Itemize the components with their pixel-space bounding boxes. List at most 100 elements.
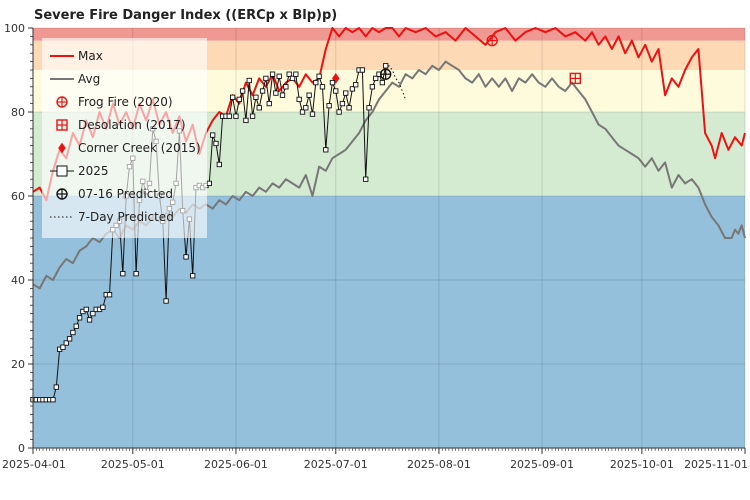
series-2025-point <box>233 113 239 119</box>
series-2025-point <box>263 75 269 82</box>
series-2025-point <box>86 317 93 323</box>
series-2025-point <box>266 100 272 107</box>
series-2025-point <box>76 315 83 321</box>
legend-item-max: Max <box>50 49 103 63</box>
chart-title: Severe Fire Danger Index ((ERCp x Blp)p) <box>34 8 337 23</box>
y-tick-label: 20 <box>11 358 25 371</box>
series-2025-point <box>296 96 302 103</box>
series-2025-point <box>346 105 352 111</box>
series-2025-point <box>379 79 385 86</box>
series-2025-point <box>293 71 299 77</box>
y-tick-label: 100 <box>4 22 25 35</box>
series-2025-point <box>363 176 369 182</box>
legend-item-corner-creek-2015: Corner Creek (2015) <box>58 141 201 155</box>
series-2025-point <box>286 71 292 77</box>
series-2025-point <box>299 109 306 115</box>
series-2025-point <box>359 67 366 73</box>
series-2025-point <box>276 73 282 79</box>
series-2025-point <box>236 96 242 103</box>
series-2025-point <box>289 75 296 82</box>
series-2025-point <box>259 88 266 94</box>
legend-item-corner-creek-2015-swatch <box>58 142 66 154</box>
x-tick-label: 2025-11-01 <box>684 458 748 471</box>
series-frog-fire-2020-marker <box>486 34 498 47</box>
series-frog-fire-2020 <box>486 34 498 47</box>
legend-item-07-16-predicted-label: 07-16 Predicted <box>78 187 173 201</box>
series-2025-point <box>120 271 126 277</box>
series-2025-point <box>190 273 196 279</box>
x-tick-label: 2025-06-01 <box>204 458 268 471</box>
series-2025-point <box>83 306 89 313</box>
legend-item-frog-fire-2020: Frog Fire (2020) <box>56 95 173 109</box>
series-2025-point <box>216 161 222 168</box>
y-tick-label: 80 <box>11 106 25 119</box>
legend-item-frog-fire-2020-label: Frog Fire (2020) <box>78 95 173 109</box>
series-2025-point <box>213 140 219 147</box>
series-2025-point <box>353 82 359 88</box>
legend-item-desolation-2017-swatch <box>56 119 68 131</box>
legend-item-desolation-2017-label: Desolation (2017) <box>78 118 186 132</box>
series-2025-point <box>269 71 276 77</box>
series-2025-point <box>106 292 113 298</box>
x-tick-label: 2025-04-01 <box>2 458 66 471</box>
series-2025-point <box>373 75 379 82</box>
series-2025-point <box>319 84 326 90</box>
x-tick-label: 2025-08-01 <box>407 458 471 471</box>
legend-item-frog-fire-2020-swatch <box>56 96 68 108</box>
axes: 0 20 40 60 80 100 2025-04-01 2025-05-01 2025-06-… <box>2 22 748 471</box>
series-layer <box>30 27 746 403</box>
series-2025 <box>30 63 389 403</box>
series-2025-point <box>66 336 73 342</box>
series-7-day-predicted-line <box>385 64 407 100</box>
legend-item-7-day-predicted-label: 7-Day Predicted <box>78 210 174 224</box>
series-07-16-predicted <box>379 68 392 80</box>
series-2025-point <box>239 88 246 94</box>
legend-item-2025: 2025 <box>50 164 109 178</box>
series-2025-point <box>283 84 289 90</box>
series-2025-point <box>333 88 339 94</box>
y-tick-label: 0 <box>18 442 25 455</box>
series-2025-point <box>309 111 316 117</box>
series-2025-point <box>339 100 346 107</box>
series-2025-point <box>326 103 332 109</box>
series-2025-point <box>256 105 262 111</box>
legend-item-corner-creek-2015-label: Corner Creek (2015) <box>78 141 201 155</box>
legend-item-avg: Avg <box>50 72 100 86</box>
y-tick-label: 40 <box>11 274 25 287</box>
series-2025-point <box>249 113 256 119</box>
series-2025-point <box>229 94 236 100</box>
legend-item-07-16-predicted-swatch <box>56 188 68 200</box>
y-tick-label: 60 <box>11 190 25 203</box>
series-2025-point <box>336 109 342 115</box>
series-2025-point <box>163 298 169 304</box>
series-2025-point <box>383 63 389 69</box>
x-tick-label: 2025-05-01 <box>101 458 165 471</box>
series-2025-point <box>63 340 69 346</box>
series-2025-point <box>133 271 139 277</box>
series-7-day-predicted <box>385 64 407 100</box>
series-2025-point <box>90 310 96 317</box>
series-corner-creek-2015-marker <box>332 73 340 84</box>
series-2025-point <box>60 344 66 350</box>
legend-box <box>42 38 207 238</box>
legend-item-2025-swatch <box>56 165 68 177</box>
legend: Max Avg Frog Fire (2020) Desolation (2017) C… <box>42 38 207 238</box>
legend-item-7-day-predicted: 7-Day Predicted <box>50 210 174 224</box>
x-tick-label: 2025-09-01 <box>510 458 574 471</box>
series-2025-point <box>246 77 252 84</box>
series-2025-point <box>50 397 56 403</box>
series-2025-point <box>73 323 79 329</box>
series-07-16-predicted-marker <box>379 68 392 80</box>
x-tick-label: 2025-07-01 <box>304 458 368 471</box>
series-2025-point <box>210 132 216 138</box>
legend-item-desolation-2017: Desolation (2017) <box>56 118 186 132</box>
series-2025-point <box>366 105 372 111</box>
series-2025-point <box>53 384 59 390</box>
x-tick-label: 2025-10-01 <box>610 458 674 471</box>
series-2025-point <box>316 73 322 79</box>
series-2025-point <box>253 94 259 100</box>
series-2025-point <box>100 304 106 310</box>
series-2025-point <box>369 84 376 90</box>
series-2025-point <box>303 105 309 111</box>
